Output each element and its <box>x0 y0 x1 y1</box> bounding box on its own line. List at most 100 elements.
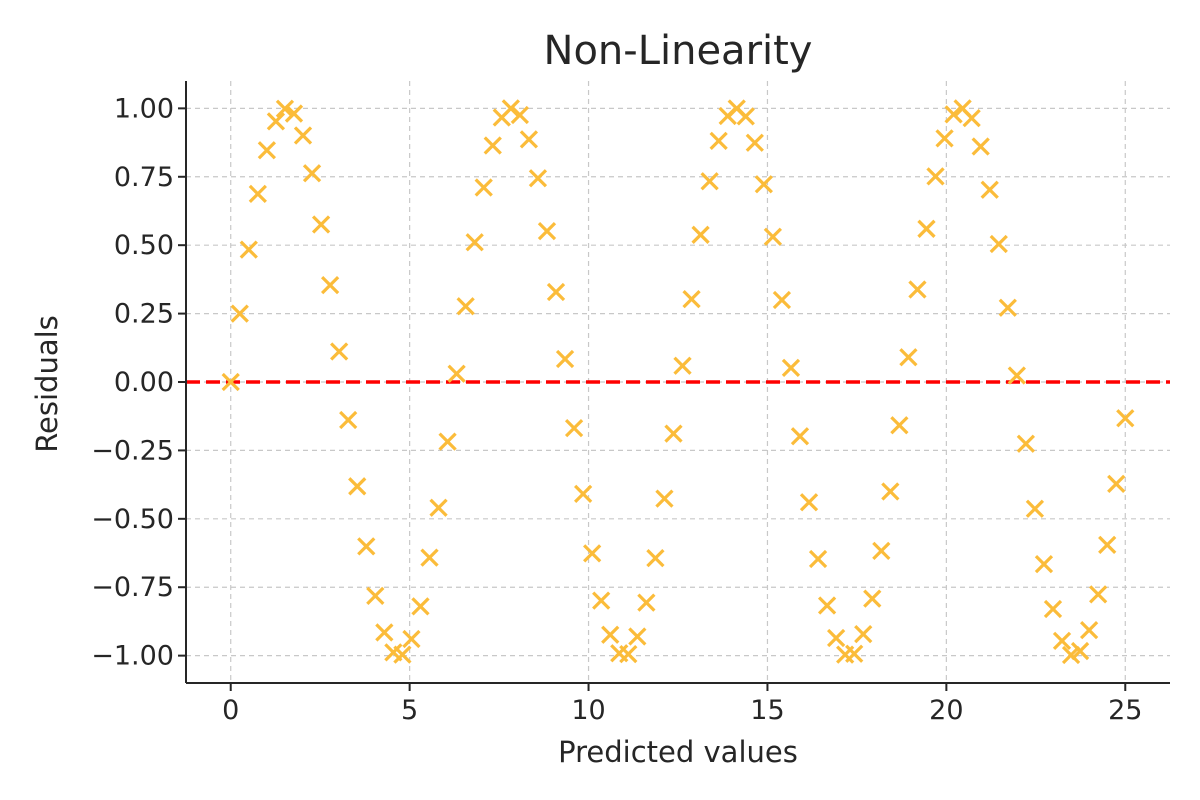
scatter-point <box>872 541 891 561</box>
scatter-point-stroke <box>528 169 548 188</box>
scatter-point-stroke <box>944 105 963 124</box>
scatter-point <box>998 298 1017 317</box>
scatter-point-stroke <box>682 290 701 309</box>
scatter-point-stroke <box>474 178 493 197</box>
scatter-point <box>230 304 249 323</box>
scatter-point-stroke <box>519 130 539 149</box>
scatter-point <box>366 586 385 605</box>
scatter-point <box>465 233 484 252</box>
y-tick-label: 0.75 <box>114 162 174 193</box>
scatter-point-stroke <box>583 544 602 563</box>
scatter-point-stroke <box>980 180 999 199</box>
x-tick-label: 5 <box>401 695 418 726</box>
scatter-point <box>573 484 593 503</box>
scatter-point-stroke <box>447 364 466 383</box>
scatter-point <box>962 108 981 128</box>
y-tick-label: −0.25 <box>91 435 174 466</box>
scatter-point <box>890 416 909 435</box>
scatter-point <box>311 215 331 234</box>
y-tick-label: −0.50 <box>91 504 174 535</box>
scatter-point-stroke <box>673 356 692 375</box>
axes: 0 5 10 15 20 25 1.00 0.75 0.50 0.25 0.00 −0.25 −0.50… <box>91 81 1170 726</box>
scatter-point <box>917 219 936 238</box>
scatter-point <box>320 275 340 295</box>
scatter-point-stroke <box>592 591 611 610</box>
scatter-point-stroke <box>926 167 945 186</box>
scatter-point <box>637 593 656 612</box>
scatter-point <box>1089 585 1108 604</box>
scatter-point-stroke <box>221 372 240 392</box>
scatter-point-stroke <box>248 184 267 204</box>
scatter-point-stroke <box>917 219 936 238</box>
x-tick-label: 20 <box>929 695 963 726</box>
scatter-point-stroke <box>266 112 286 131</box>
scatter-point-stroke <box>691 225 710 244</box>
scatter-point <box>772 290 792 310</box>
scatter-point-stroke <box>826 628 846 648</box>
scatter-point-stroke <box>1016 434 1036 453</box>
scatter-point-stroke <box>239 240 258 259</box>
scatter-point <box>845 644 864 663</box>
scatter-point-stroke <box>989 234 1008 254</box>
scatter-point-stroke <box>935 129 954 148</box>
scatter-point-stroke <box>817 596 837 615</box>
scatter-point-stroke <box>393 645 412 664</box>
scatter-point <box>899 348 918 367</box>
scatter-point-stroke <box>573 484 593 503</box>
scatter-point-stroke <box>438 432 457 451</box>
scatter-point-stroke <box>700 172 719 191</box>
scatter-point <box>854 624 873 644</box>
scatter-point <box>971 137 990 156</box>
scatter-point <box>447 364 466 383</box>
scatter-point <box>646 549 665 568</box>
scatter-point-stroke <box>664 424 683 443</box>
scatter-point-stroke <box>745 133 764 152</box>
scatter-point-stroke <box>275 99 295 118</box>
scatter-point <box>944 105 963 124</box>
y-tick-label: −1.00 <box>91 641 174 672</box>
scatter-point <box>293 126 313 145</box>
scatter-point <box>601 625 620 644</box>
y-axis-label: Residuals <box>30 315 64 453</box>
scatter-point-stroke <box>230 304 249 323</box>
scatter-point-stroke <box>781 358 801 377</box>
scatter-point <box>239 240 258 259</box>
y-tick-label: −0.75 <box>91 572 174 603</box>
scatter-point-stroke <box>872 541 891 561</box>
scatter-point <box>935 129 954 148</box>
scatter-point-stroke <box>257 141 277 160</box>
scatter-point <box>826 628 846 648</box>
scatter-point <box>799 493 819 512</box>
scatter-point <box>537 222 557 241</box>
y-tick-label: 0.00 <box>114 367 174 398</box>
scatter-point-stroke <box>727 99 746 118</box>
scatter-point-stroke <box>772 290 792 310</box>
scatter-point-stroke <box>628 627 647 646</box>
scatter-point-stroke <box>339 410 358 430</box>
scatter-point <box>691 225 710 244</box>
scatter-point <box>655 489 674 508</box>
scatter-point-stroke <box>564 419 584 438</box>
scatter-point <box>420 548 439 567</box>
scatter-point <box>1070 641 1090 661</box>
y-tick-label: 0.25 <box>114 299 174 330</box>
scatter-point <box>393 645 412 664</box>
scatter-point <box>438 432 457 451</box>
scatter-point-stroke <box>790 427 810 446</box>
scatter-point-stroke <box>375 623 394 642</box>
scatter-point <box>510 105 530 125</box>
scatter-point <box>763 227 783 246</box>
scatter-point-stroke <box>456 297 475 316</box>
scatter-point <box>429 498 448 517</box>
scatter-point-stroke <box>1043 599 1063 619</box>
scatter-point <box>682 290 701 309</box>
scatter-point-stroke <box>429 498 448 517</box>
scatter-point-stroke <box>411 597 430 616</box>
scatter-point-stroke <box>610 644 629 663</box>
scatter-point-stroke <box>1107 474 1126 494</box>
scatter-point-stroke <box>845 644 864 663</box>
scatter-point-stroke <box>646 549 665 568</box>
scatter-point-stroke <box>546 282 566 302</box>
scatter-point <box>1052 631 1072 650</box>
